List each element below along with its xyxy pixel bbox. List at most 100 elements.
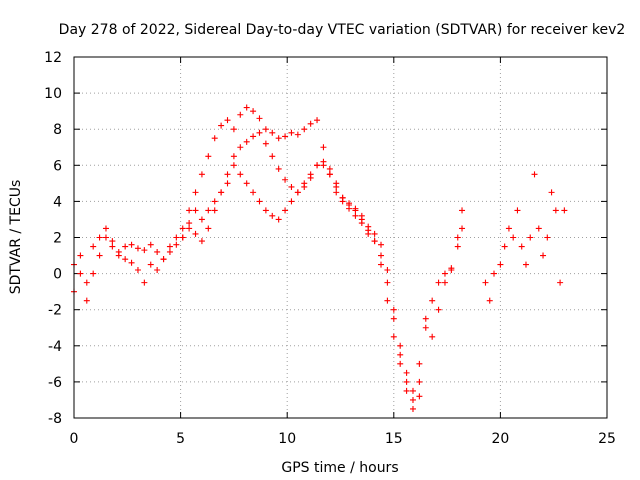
data-point	[482, 279, 489, 286]
data-point	[301, 126, 308, 133]
data-point	[333, 189, 340, 196]
data-point	[527, 234, 534, 241]
data-point	[378, 241, 385, 248]
data-point	[441, 279, 448, 286]
data-point	[224, 180, 231, 187]
data-point	[173, 241, 180, 248]
data-point	[441, 270, 448, 277]
y-tick-label: -8	[48, 411, 62, 427]
data-point	[346, 200, 353, 207]
data-point	[77, 270, 84, 277]
x-axis-label: GPS time / hours	[281, 460, 398, 476]
data-point	[435, 279, 442, 286]
data-point	[262, 140, 269, 147]
data-point	[403, 369, 410, 376]
data-point	[454, 243, 461, 250]
data-point	[371, 238, 378, 245]
data-point	[77, 252, 84, 259]
data-point	[230, 126, 237, 133]
data-point	[301, 180, 308, 187]
x-tick-label: 0	[70, 431, 79, 447]
data-point	[416, 378, 423, 385]
data-point	[384, 279, 391, 286]
data-point	[96, 252, 103, 259]
data-point	[179, 234, 186, 241]
data-point	[243, 138, 250, 145]
data-point	[218, 189, 225, 196]
data-point	[548, 189, 555, 196]
data-point	[403, 387, 410, 394]
data-point	[154, 248, 161, 255]
data-point	[540, 252, 547, 259]
data-point	[294, 131, 301, 138]
data-point	[501, 243, 508, 250]
data-point	[416, 360, 423, 367]
data-point	[409, 396, 416, 403]
data-point	[435, 306, 442, 313]
data-point	[134, 266, 141, 273]
data-point	[403, 378, 410, 385]
data-point	[128, 241, 135, 248]
data-point	[384, 297, 391, 304]
data-point	[352, 205, 359, 212]
data-point	[115, 252, 122, 259]
data-point	[102, 234, 109, 241]
data-point	[262, 126, 269, 133]
data-point	[250, 189, 257, 196]
data-point	[250, 133, 257, 140]
data-point	[429, 297, 436, 304]
data-point	[198, 171, 205, 178]
data-point	[544, 234, 551, 241]
data-point	[459, 207, 466, 214]
data-point	[147, 261, 154, 268]
data-point	[557, 279, 564, 286]
data-point	[269, 212, 276, 219]
data-point	[339, 194, 346, 201]
data-point	[429, 333, 436, 340]
data-point	[230, 162, 237, 169]
y-tick-label: 8	[53, 122, 62, 138]
data-point	[282, 176, 289, 183]
data-point	[448, 265, 455, 272]
x-tick-label: 5	[176, 431, 185, 447]
data-point	[505, 225, 512, 232]
data-point	[256, 198, 263, 205]
data-point	[491, 270, 498, 277]
data-point	[384, 266, 391, 273]
data-point	[275, 165, 282, 172]
data-point	[486, 297, 493, 304]
data-point	[378, 252, 385, 259]
data-point	[326, 171, 333, 178]
data-point	[522, 261, 529, 268]
data-point	[262, 207, 269, 214]
data-point	[141, 279, 148, 286]
data-point	[192, 189, 199, 196]
data-point	[518, 243, 525, 250]
x-tick-labels: 0 5 10 15 20 25	[70, 431, 616, 447]
data-point	[122, 243, 129, 250]
data-point	[288, 198, 295, 205]
data-point	[173, 234, 180, 241]
data-point	[154, 266, 161, 273]
y-tick-label: 2	[53, 231, 62, 247]
data-point	[282, 207, 289, 214]
data-point	[358, 216, 365, 223]
chart-title: Day 278 of 2022, Sidereal Day-to-day VTE…	[59, 22, 626, 38]
x-tick-label: 10	[278, 431, 296, 447]
data-point	[250, 108, 257, 115]
data-point	[320, 162, 327, 169]
data-point	[128, 259, 135, 266]
data-point	[397, 351, 404, 358]
data-point	[454, 234, 461, 241]
data-point	[459, 225, 466, 232]
data-point	[365, 230, 372, 237]
data-point	[269, 129, 276, 136]
data-point	[326, 165, 333, 172]
x-tick-label: 25	[598, 431, 616, 447]
data-point	[416, 393, 423, 400]
data-point	[346, 205, 353, 212]
data-point	[224, 171, 231, 178]
data-point	[198, 238, 205, 245]
